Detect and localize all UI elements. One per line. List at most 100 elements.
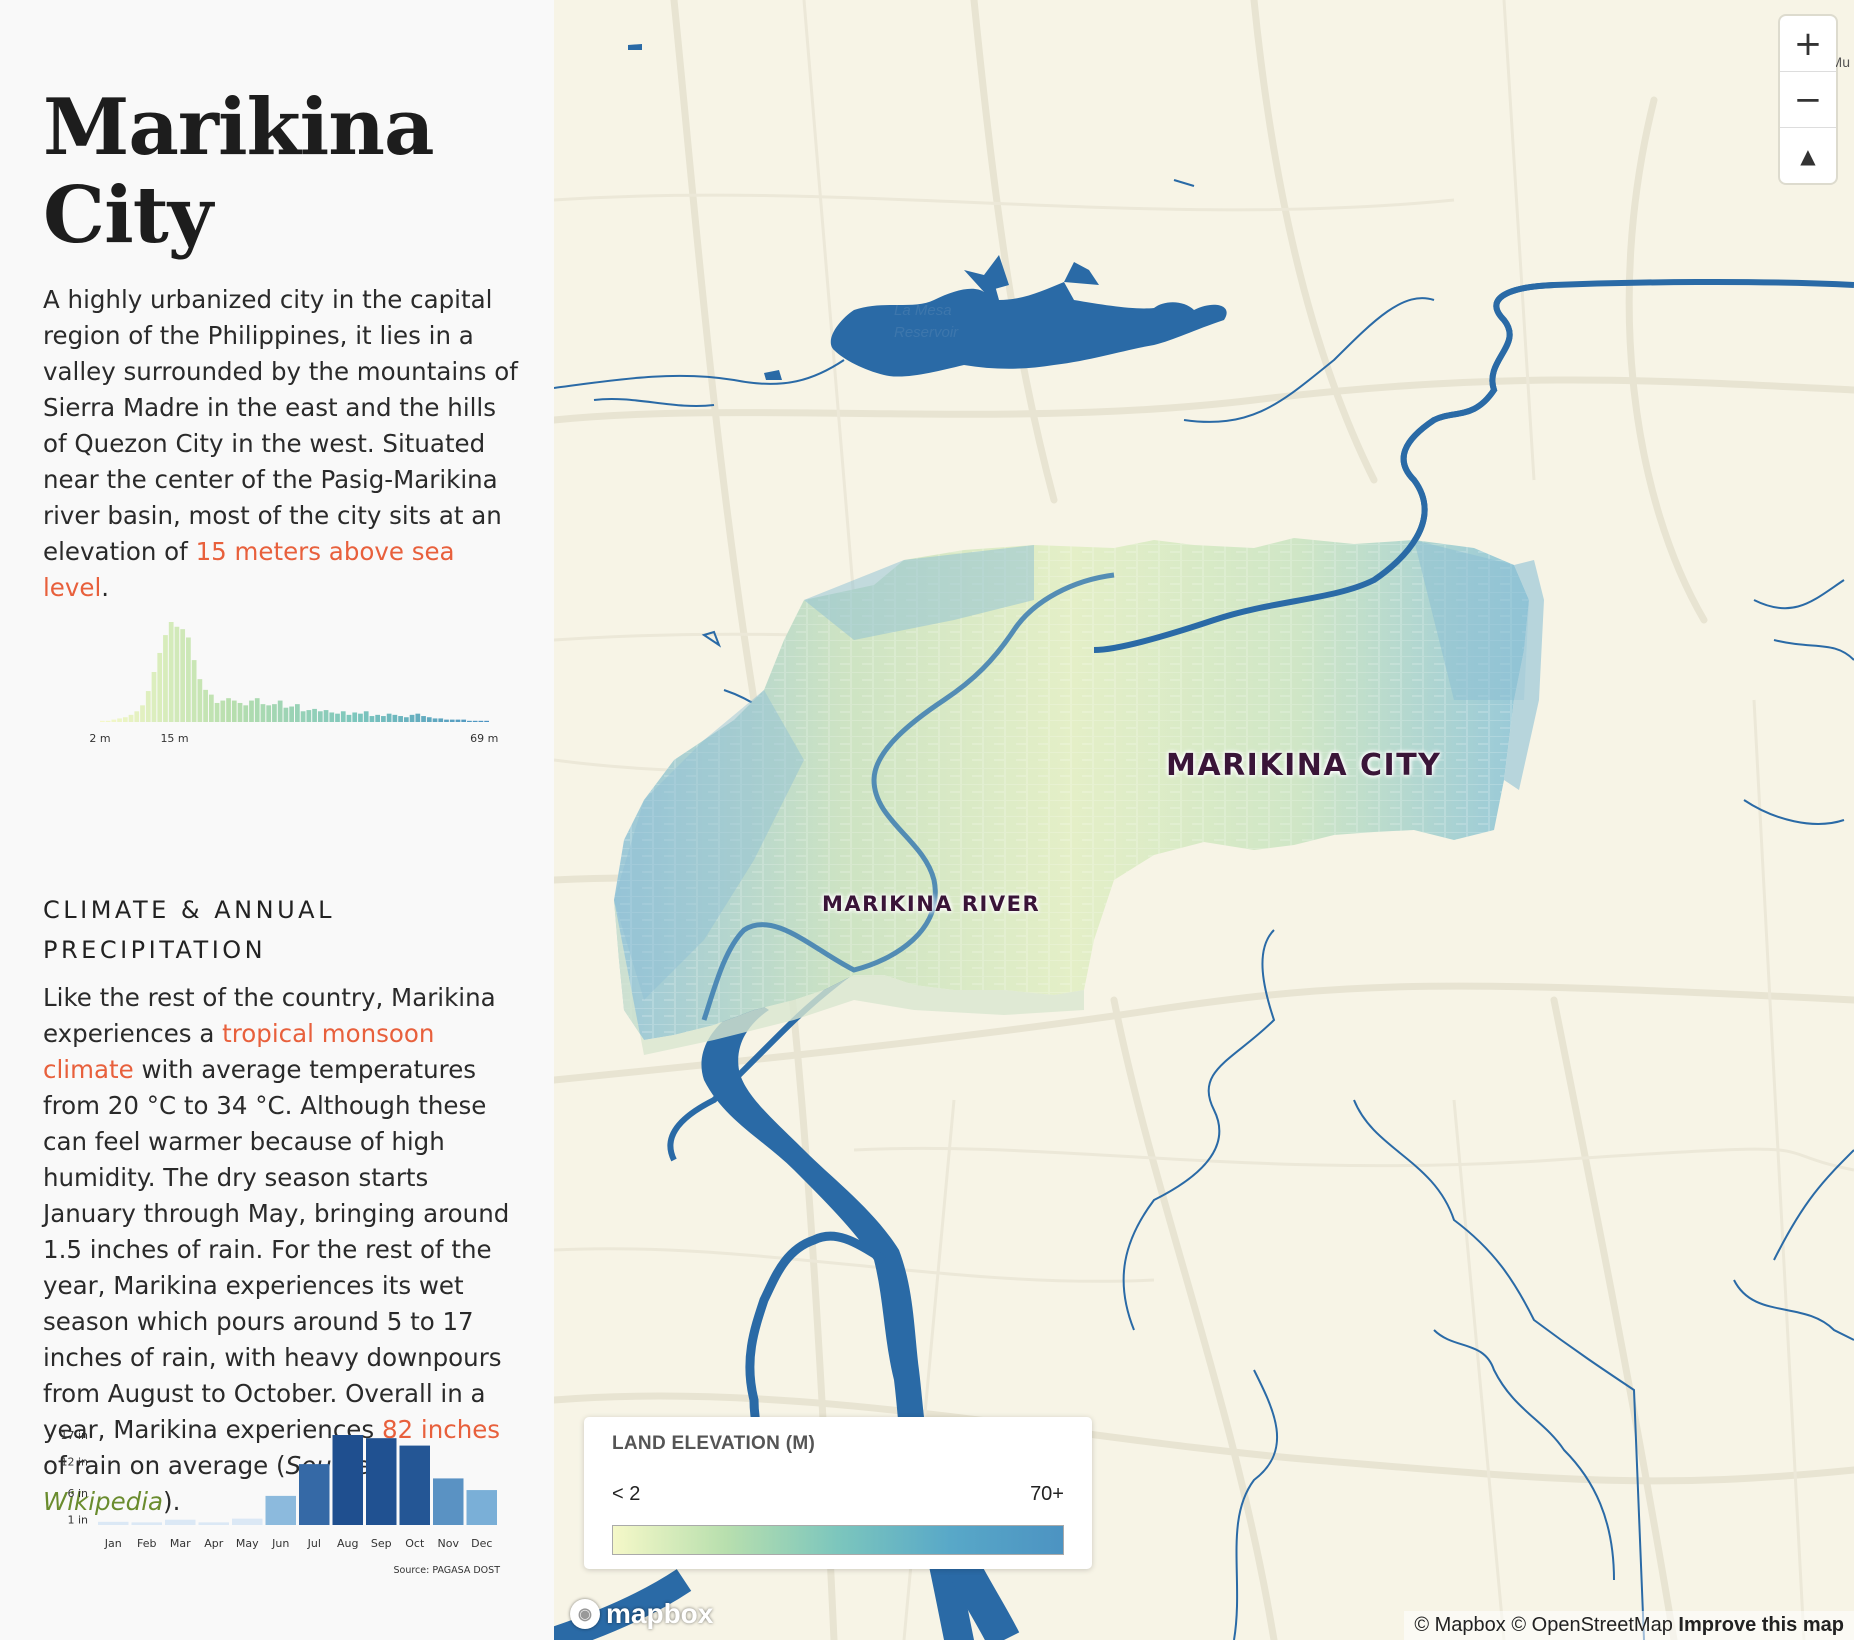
elevation-bar <box>403 717 409 722</box>
rain-bar <box>98 1521 129 1525</box>
rain-month-label: Jan <box>104 1537 122 1550</box>
elevation-bar <box>478 720 484 722</box>
climate-text-3: of rain on average ( <box>43 1451 286 1480</box>
compass-icon: ▲ <box>1800 143 1816 168</box>
rain-bar <box>165 1519 196 1525</box>
minor-roads <box>554 0 1854 1640</box>
elevation-highlight: 15 meters above sea level <box>43 537 455 602</box>
precipitation-chart: 17 in 12 in 6 in 1 in Jan Feb Mar Apr May Jun Jul A… <box>60 1429 500 1576</box>
rain-bar <box>131 1522 162 1525</box>
elevation-bar <box>415 713 421 722</box>
elevation-bar <box>421 716 426 722</box>
intro-end: . <box>101 573 110 602</box>
elevation-bar <box>352 712 358 722</box>
rain-y-tick-label: 17 in <box>60 1429 88 1442</box>
rain-month-label: Nov <box>438 1537 460 1550</box>
reservoir <box>830 282 1227 377</box>
rain-bar <box>265 1495 296 1525</box>
elevation-bar <box>386 713 392 722</box>
map[interactable]: MARIKINA CITY MARIKINA RIVER La Mesa Rese… <box>554 0 1854 1640</box>
title-line-2: City <box>43 170 213 261</box>
climate-link[interactable]: tropical monsoon climate <box>43 1019 435 1084</box>
elevation-bar <box>398 716 403 722</box>
elevation-histogram: 2 m 15 m 69 m <box>89 622 498 745</box>
elevation-bar <box>117 718 122 722</box>
elevation-bar <box>312 708 317 722</box>
rain-bar <box>399 1445 430 1525</box>
elevation-bar <box>300 711 306 722</box>
map-navigation-control: + − ▲ <box>1780 16 1836 183</box>
elevation-bar <box>100 720 105 722</box>
rain-bar <box>332 1435 363 1525</box>
mapbox-logo-text: mapbox <box>606 1598 714 1629</box>
elevation-bar <box>151 672 157 722</box>
legend-title: LAND ELEVATION (M) <box>612 1433 816 1454</box>
rain-month-label: Sep <box>371 1537 392 1550</box>
elevation-bar <box>323 710 329 722</box>
river-label: MARIKINA RIVER <box>822 892 1041 916</box>
intro-paragraph: A highly urbanized city in the capital r… <box>43 282 518 606</box>
elevation-tick-label: 2 m <box>89 732 110 745</box>
elevation-bar <box>283 707 289 722</box>
elevation-bar <box>128 714 134 722</box>
compass-button[interactable]: ▲ <box>1780 128 1836 183</box>
elevation-bar <box>369 716 375 722</box>
sidebar: Marikina City A highly urbanized city in… <box>0 0 554 1640</box>
rain-bar <box>232 1518 263 1525</box>
rain-month-label: Oct <box>405 1537 425 1550</box>
climate-text-2: with average temperatures from 20 °C to … <box>43 1055 510 1444</box>
elevation-bar <box>392 714 398 722</box>
elevation-bar <box>168 622 174 722</box>
elevation-bar <box>140 705 145 722</box>
wikipedia-link[interactable]: Wikipedia <box>43 1487 164 1516</box>
rain-bar <box>299 1464 330 1525</box>
elevation-bar <box>220 700 226 722</box>
rain-month-label: Mar <box>170 1537 191 1550</box>
elevation-bar <box>277 700 283 722</box>
elevation-bar <box>157 652 163 722</box>
elevation-bar <box>484 720 489 722</box>
rain-month-label: Jul <box>307 1537 321 1550</box>
elevation-bar <box>375 714 381 722</box>
elevation-bar <box>461 719 467 722</box>
pasig-river <box>701 1000 974 1640</box>
legend-min-label: < 2 <box>612 1483 641 1505</box>
reservoir-label: La Mesa Reservoir <box>894 302 959 341</box>
elevation-extrusion <box>614 538 1544 1055</box>
elevation-bar <box>472 720 478 722</box>
climate-text-1: Like the rest of the country, Marikina e… <box>43 983 496 1048</box>
rain-bar <box>198 1522 229 1525</box>
elevation-bar <box>208 694 214 722</box>
elevation-bar <box>237 702 243 722</box>
rain-month-label: Aug <box>337 1537 358 1550</box>
climate-end: ). <box>163 1487 181 1516</box>
elevation-bar <box>306 710 312 722</box>
elevation-bar <box>317 711 323 722</box>
osm-attribution-link[interactable]: © OpenStreetMap <box>1511 1614 1673 1636</box>
elevation-bar <box>174 626 180 722</box>
elevation-bar <box>197 679 203 722</box>
elevation-bar <box>214 702 220 722</box>
elevation-bar <box>260 704 266 722</box>
mapbox-attribution-link[interactable]: © Mapbox <box>1414 1614 1506 1636</box>
elevation-bar <box>346 714 352 722</box>
elevation-bar <box>363 711 369 722</box>
elevation-bar <box>163 635 168 722</box>
elevation-bar <box>180 629 186 722</box>
elevation-bar <box>134 711 140 722</box>
rain-bar <box>433 1478 464 1525</box>
improve-map-link[interactable]: Improve this map <box>1678 1614 1844 1636</box>
elevation-bar <box>122 717 128 722</box>
map-attribution: © Mapbox © OpenStreetMap Improve this ma… <box>1404 1611 1854 1640</box>
streams <box>554 179 1854 1640</box>
elevation-bar <box>272 704 277 722</box>
rain-month-label: Jun <box>271 1537 289 1550</box>
elevation-bar <box>203 689 208 722</box>
mapbox-logo-icon: ◉ <box>570 1599 600 1629</box>
elevation-bar <box>358 713 363 722</box>
climate-paragraph: Like the rest of the country, Marikina e… <box>43 980 518 1520</box>
elevation-bar <box>467 720 472 722</box>
mapbox-logo[interactable]: ◉ mapbox <box>570 1598 713 1630</box>
zoom-out-button[interactable]: − <box>1780 72 1836 128</box>
zoom-in-button[interactable]: + <box>1780 16 1836 72</box>
